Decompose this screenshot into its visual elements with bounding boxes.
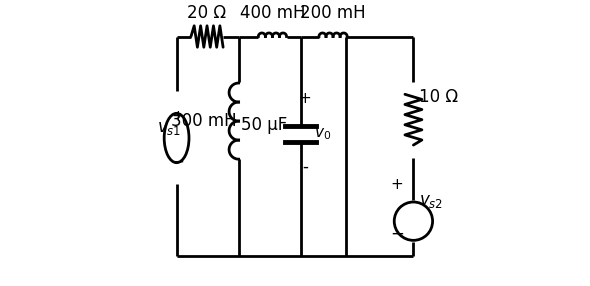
Text: -: -: [302, 158, 308, 176]
Text: 200 mH: 200 mH: [300, 3, 366, 21]
Text: +: +: [299, 91, 312, 106]
Text: 400 mH: 400 mH: [240, 3, 305, 21]
Text: $v_{s1}$: $v_{s1}$: [157, 119, 181, 137]
Text: 10 Ω: 10 Ω: [419, 88, 458, 106]
Text: −: −: [171, 152, 184, 170]
Text: 50 μF: 50 μF: [241, 116, 287, 134]
Text: $v_0$: $v_0$: [314, 126, 332, 142]
Text: +: +: [171, 108, 184, 124]
Text: 300 mH: 300 mH: [171, 112, 236, 130]
Text: 20 Ω: 20 Ω: [188, 3, 227, 21]
Text: +: +: [391, 177, 404, 192]
Text: −: −: [390, 225, 404, 243]
Text: $v_{s2}$: $v_{s2}$: [419, 192, 443, 210]
